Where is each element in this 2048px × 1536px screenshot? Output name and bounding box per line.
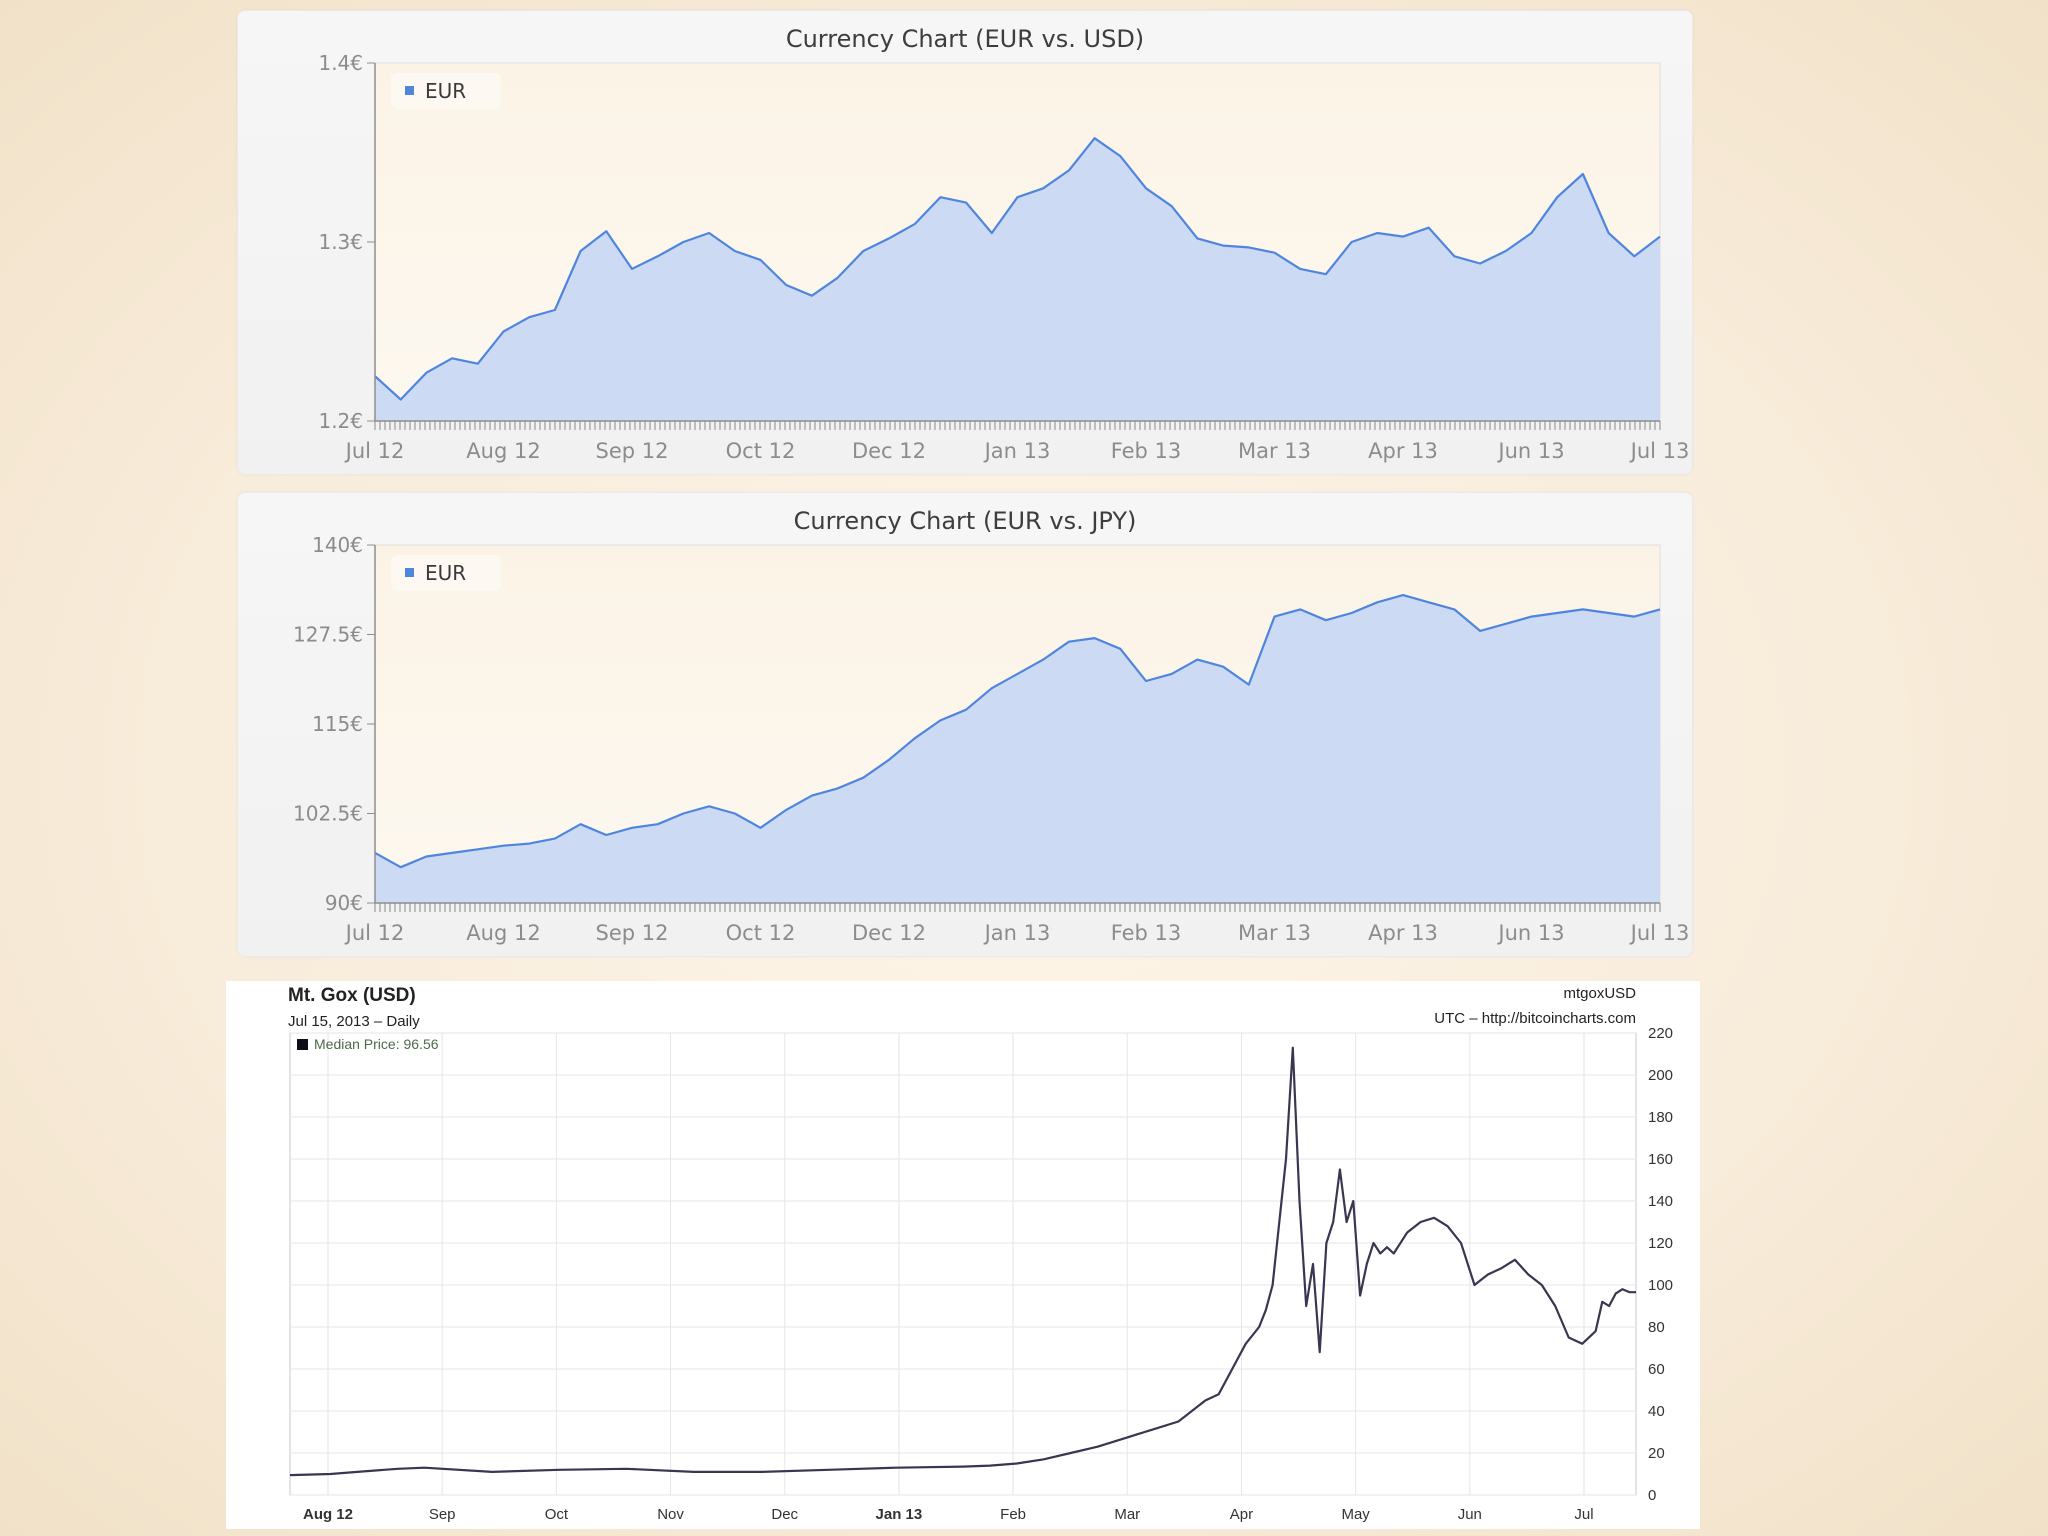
btc-x-tick-label: Oct — [545, 1506, 569, 1523]
btc-source: UTC – http://bitcoincharts.com — [1434, 1010, 1636, 1027]
btc-title: Mt. Gox (USD) — [288, 985, 416, 1006]
usd-title: Currency Chart (EUR vs. USD) — [786, 25, 1144, 53]
jpy-legend-swatch — [405, 568, 414, 577]
usd-x-tick-label: Jul 13 — [1629, 439, 1690, 463]
usd-x-tick-label: Dec 12 — [852, 439, 926, 463]
btc-y-tick-label: 160 — [1648, 1151, 1673, 1168]
usd-x-tick-label: Apr 13 — [1368, 439, 1438, 463]
jpy-x-tick-label: Jul 12 — [344, 921, 405, 945]
jpy-legend-box — [391, 555, 501, 591]
jpy-y-tick-label: 90€ — [325, 891, 363, 915]
btc-x-tick-label: Apr — [1230, 1506, 1253, 1523]
usd-legend-box — [391, 73, 501, 109]
btc-x-tick-label: Mar — [1114, 1506, 1140, 1523]
btc-legend-swatch — [297, 1039, 308, 1050]
usd-x-tick-label: Jan 13 — [983, 439, 1051, 463]
jpy-x-tick-label: Aug 12 — [466, 921, 540, 945]
btc-y-tick-label: 0 — [1648, 1487, 1656, 1504]
jpy-legend-label: EUR — [425, 561, 466, 585]
jpy-x-tick-label: Mar 13 — [1238, 921, 1311, 945]
eur-jpy-chart-panel: Currency Chart (EUR vs. JPY) 140€ 127.5€ 11… — [237, 492, 1693, 957]
jpy-title: Currency Chart (EUR vs. JPY) — [794, 507, 1137, 535]
btc-price-line — [289, 1046, 1637, 1477]
btc-symbol: mtgoxUSD — [1563, 985, 1636, 1002]
jpy-x-tick-label: Feb 13 — [1111, 921, 1182, 945]
btc-y-tick-label: 180 — [1648, 1109, 1673, 1126]
btc-x-tick-label: Dec — [771, 1506, 798, 1523]
btc-y-tick-label: 120 — [1648, 1235, 1673, 1252]
btc-y-tick-label: 200 — [1648, 1067, 1673, 1084]
btc-x-tick-label: Sep — [429, 1506, 456, 1523]
usd-series-line — [374, 137, 1661, 401]
jpy-x-tick-label: Sep 12 — [596, 921, 669, 945]
jpy-y-tick-label: 115€ — [312, 712, 363, 736]
eur-usd-chart: Currency Chart (EUR vs. USD) 1.4€ 1.3€ 1.2€… — [318, 25, 1690, 463]
usd-y-tick-label: 1.4€ — [318, 51, 363, 75]
btc-x-tick-label: Jul — [1574, 1506, 1593, 1523]
usd-y-tick-label: 1.3€ — [318, 230, 363, 254]
usd-y-tick-label: 1.2€ — [318, 409, 363, 433]
btc-plot-area — [289, 1032, 1637, 1496]
jpy-x-tick-label: Jun 13 — [1496, 921, 1564, 945]
jpy-x-tick-label: Jan 13 — [983, 921, 1051, 945]
usd-legend-swatch — [405, 86, 414, 95]
btc-y-tick-label: 220 — [1648, 1025, 1673, 1042]
mtgox-chart-panel: 220 200 180 160 140 120 100 80 60 40 20 0 Aug 12 Sep O… — [226, 981, 1700, 1529]
btc-y-tick-label: 20 — [1648, 1445, 1665, 1462]
jpy-y-tick-label: 127.5€ — [293, 623, 363, 647]
btc-x-tick-label: Nov — [657, 1506, 684, 1523]
jpy-x-tick-label: Dec 12 — [852, 921, 926, 945]
eur-usd-chart-panel: Currency Chart (EUR vs. USD) 1.4€ 1.3€ 1.2€… — [237, 10, 1693, 475]
btc-y-tick-label: 80 — [1648, 1319, 1665, 1336]
btc-x-tick-label: Jun — [1458, 1506, 1482, 1523]
btc-y-tick-label: 60 — [1648, 1361, 1665, 1378]
eur-jpy-chart: Currency Chart (EUR vs. JPY) 140€ 127.5€ 11… — [293, 507, 1690, 945]
btc-subtitle: Jul 15, 2013 – Daily — [288, 1013, 420, 1030]
jpy-y-tick-label: 140€ — [312, 533, 363, 557]
jpy-x-tick-label: Oct 12 — [726, 921, 796, 945]
jpy-series-line — [374, 594, 1661, 869]
btc-y-tick-label: 40 — [1648, 1403, 1665, 1420]
jpy-x-tick-label: Jul 13 — [1629, 921, 1690, 945]
btc-x-tick-label: Jan 13 — [876, 1506, 923, 1523]
usd-x-tick-label: Feb 13 — [1111, 439, 1182, 463]
usd-x-tick-label: Jun 13 — [1496, 439, 1564, 463]
usd-x-tick-label: Mar 13 — [1238, 439, 1311, 463]
usd-x-tick-label: Aug 12 — [466, 439, 540, 463]
usd-x-tick-label: Oct 12 — [726, 439, 796, 463]
btc-x-tick-label: Aug 12 — [303, 1506, 353, 1523]
usd-area-fill — [375, 138, 1660, 421]
usd-legend-label: EUR — [425, 79, 466, 103]
usd-x-tick-label: Sep 12 — [596, 439, 669, 463]
btc-y-tick-label: 140 — [1648, 1193, 1673, 1210]
btc-x-tick-label: May — [1341, 1506, 1370, 1523]
btc-legend-label: Median Price: 96.56 — [314, 1036, 439, 1052]
btc-x-tick-label: Feb — [1000, 1506, 1026, 1523]
usd-x-tick-label: Jul 12 — [344, 439, 405, 463]
btc-y-tick-label: 100 — [1648, 1277, 1673, 1294]
jpy-area-fill — [375, 595, 1660, 903]
jpy-y-tick-label: 102.5€ — [293, 802, 363, 826]
jpy-x-tick-label: Apr 13 — [1368, 921, 1438, 945]
